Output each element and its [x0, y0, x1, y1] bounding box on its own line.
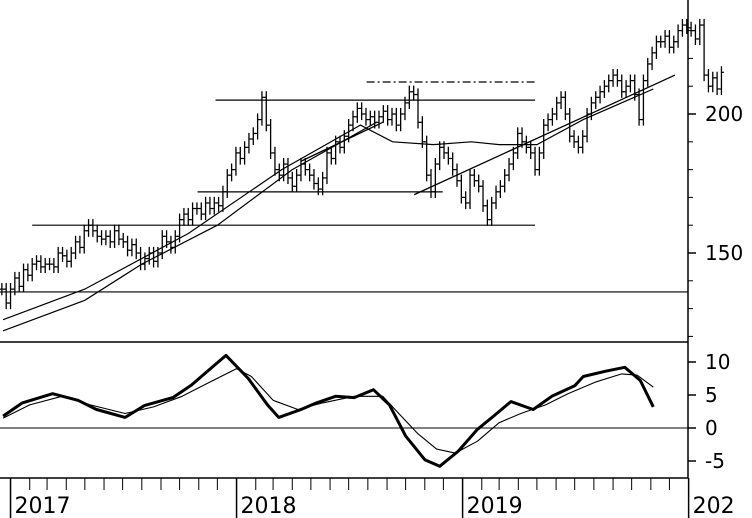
upper-panel [0, 18, 724, 332]
signal-line [2, 368, 654, 454]
osc-y-tick-label: -5 [705, 449, 725, 473]
lower-panel [0, 353, 688, 468]
price-y-tick-label: 150 [705, 241, 743, 265]
x-tick-label: 2017 [15, 494, 71, 518]
moving-average-line-2 [2, 121, 377, 332]
osc-y-tick-label: 5 [705, 383, 718, 407]
price-y-tick-label: 200 [705, 102, 743, 126]
x-tick-label: 2018 [241, 494, 297, 518]
x-tick-label: 2019 [467, 494, 523, 518]
x-tick-label: 202 [693, 494, 735, 518]
oscillator-line [2, 353, 655, 468]
moving-average-line-1 [2, 88, 654, 321]
osc-y-tick-label: 0 [705, 416, 718, 440]
osc-y-tick-label: 10 [705, 350, 730, 374]
trend-line [414, 74, 676, 196]
